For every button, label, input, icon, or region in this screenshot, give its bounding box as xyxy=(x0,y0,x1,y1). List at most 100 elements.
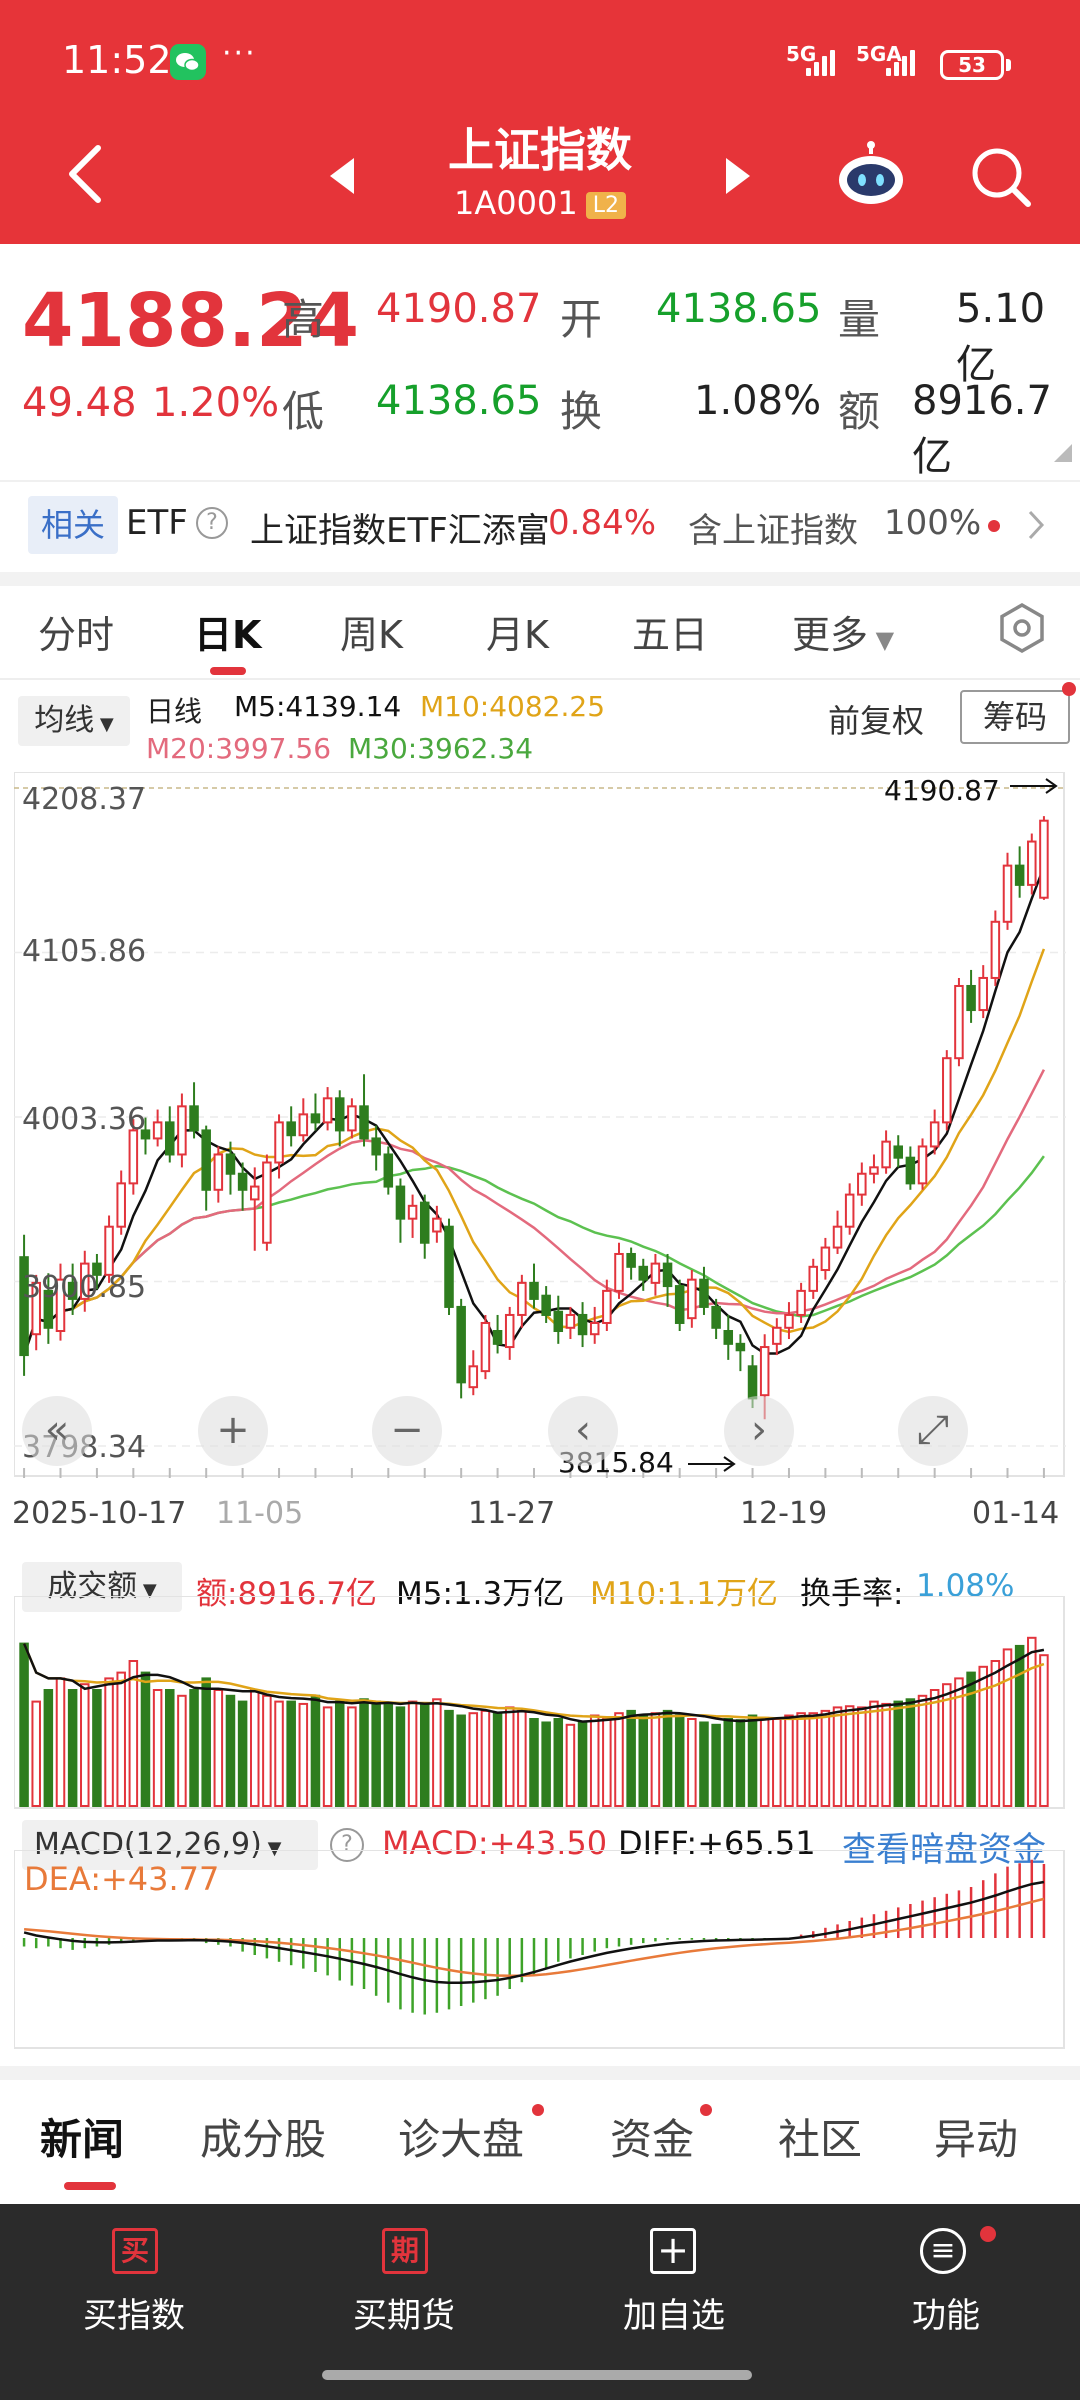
next-index-icon[interactable] xyxy=(726,158,750,194)
low-label: 低 xyxy=(282,387,325,436)
scroll-start-icon[interactable]: « xyxy=(22,1396,92,1466)
expand-corner-icon[interactable] xyxy=(1054,444,1072,462)
tab-constituents[interactable]: 成分股 xyxy=(200,2115,327,2164)
app-header: 11:52 ··· 5G 5GA 53 上证指数 1A0001 L2 xyxy=(0,0,1080,244)
volume-bar xyxy=(759,1716,770,1807)
etf-contains: 含上证指数 xyxy=(688,511,858,551)
help-icon[interactable]: ? xyxy=(196,507,228,539)
search-icon[interactable] xyxy=(968,144,1034,210)
volume-bar xyxy=(237,1700,248,1807)
buy-futures-button[interactable]: 买期货 xyxy=(353,2296,455,2336)
dropdown-icon: ▼ xyxy=(94,714,114,735)
volume-bar xyxy=(942,1683,952,1807)
macd-indicator-select[interactable]: MACD(12,26,9) ▼ xyxy=(22,1820,318,1870)
volume-bar xyxy=(213,1689,224,1807)
y-tick-4: 3900.85 xyxy=(22,1270,147,1305)
kline-chart[interactable] xyxy=(14,772,1066,1478)
volume-bar xyxy=(67,1689,78,1807)
price-change-pct: 1.20% xyxy=(152,380,280,426)
buy-futures-icon[interactable]: 期 xyxy=(382,2228,428,2274)
candle-body xyxy=(67,1281,78,1300)
candle-body xyxy=(201,1129,211,1191)
add-watchlist-button[interactable]: 加自选 xyxy=(623,2296,725,2336)
volume-bar xyxy=(480,1709,491,1807)
candle-body xyxy=(747,1365,758,1400)
volume-bar xyxy=(116,1671,126,1807)
home-indicator xyxy=(322,2370,752,2380)
volume-bar xyxy=(407,1700,418,1807)
robot-assistant-icon[interactable] xyxy=(836,140,906,206)
functions-button[interactable]: 功能 xyxy=(912,2296,980,2336)
tab-more[interactable]: 更多 ▼ xyxy=(792,604,894,659)
candle-body xyxy=(80,1262,90,1300)
chips-button[interactable]: 筹码 xyxy=(960,690,1070,744)
volume-bar xyxy=(189,1689,199,1807)
candle-body xyxy=(881,1140,891,1169)
volume-bar xyxy=(772,1718,782,1807)
diff-line xyxy=(23,1880,1045,1985)
related-etf-bar[interactable] xyxy=(0,480,1080,570)
volume-indicator-select[interactable]: 成交额 ▼ xyxy=(22,1562,182,1612)
functions-icon[interactable]: ≡ xyxy=(920,2228,966,2274)
tab-weekly-k[interactable]: 周K xyxy=(340,613,403,657)
volume-bar xyxy=(310,1694,321,1807)
candle-body xyxy=(43,1289,54,1329)
tab-divider xyxy=(0,678,1080,680)
chevron-right-icon[interactable] xyxy=(1026,508,1046,542)
tab-daily-k[interactable]: 日K xyxy=(194,613,262,657)
tab-funds[interactable]: 资金 xyxy=(610,2115,695,2164)
add-watchlist-icon[interactable]: + xyxy=(650,2228,696,2274)
wechat-icon xyxy=(170,44,206,80)
volume-bar xyxy=(517,1709,527,1807)
more-notifications-icon: ··· xyxy=(222,36,257,71)
macd-help-icon[interactable]: ? xyxy=(330,1828,364,1862)
x-tick-5: 01-14 xyxy=(972,1496,1060,1531)
signal-icon-2 xyxy=(886,44,915,76)
volume-bar xyxy=(55,1677,66,1807)
zoom-out-icon[interactable]: − xyxy=(372,1396,442,1466)
volume-bar xyxy=(711,1723,721,1807)
volume-bar xyxy=(43,1689,54,1807)
etf-name[interactable]: 上证指数ETF汇添富 xyxy=(250,511,550,551)
ma20-line xyxy=(22,1069,1046,1356)
volume-bar xyxy=(808,1712,819,1807)
candle-body xyxy=(517,1281,527,1316)
tab-diagnosis[interactable]: 诊大盘 xyxy=(398,2115,525,2164)
x-tick-3: 11-27 xyxy=(468,1496,556,1531)
amount-value: 8916.7亿 xyxy=(912,378,1052,480)
volume-bar xyxy=(504,1706,515,1807)
candle-body xyxy=(796,1289,806,1316)
volume-bar xyxy=(249,1689,260,1807)
fullscreen-icon[interactable]: ⤢ xyxy=(898,1396,968,1466)
candle-body xyxy=(1002,864,1013,923)
tab-five-day[interactable]: 五日 xyxy=(632,613,709,657)
indicator-select[interactable]: 均线 ▼ xyxy=(18,696,130,746)
adjust-button[interactable]: 前复权 xyxy=(828,702,925,740)
prev-index-icon[interactable] xyxy=(330,158,354,194)
turnover-rate-value: 1.08% xyxy=(916,1568,1015,1604)
index-code-row: 1A0001 L2 xyxy=(0,184,1080,222)
candle-body xyxy=(687,1278,697,1320)
buy-index-icon[interactable]: 买 xyxy=(112,2228,158,2274)
candle-body xyxy=(395,1185,406,1220)
etf-weight: 100% xyxy=(884,503,982,543)
candle-body xyxy=(140,1129,151,1140)
tab-anomaly[interactable]: 异动 xyxy=(934,2115,1019,2164)
zoom-in-icon[interactable]: + xyxy=(198,1396,268,1466)
volume-bar xyxy=(80,1683,90,1807)
scroll-left-icon[interactable]: ‹ xyxy=(548,1396,618,1466)
tab-intraday[interactable]: 分时 xyxy=(38,613,115,657)
news-tab-indicator xyxy=(64,2182,116,2190)
candle-body xyxy=(759,1346,770,1397)
turnover-label: 换 xyxy=(560,387,603,436)
tab-news[interactable]: 新闻 xyxy=(40,2115,125,2164)
tab-community[interactable]: 社区 xyxy=(778,2115,863,2164)
scroll-right-icon[interactable]: › xyxy=(724,1396,794,1466)
back-icon[interactable] xyxy=(66,144,106,204)
volume-bar xyxy=(274,1700,284,1807)
network-5g-label: 5G xyxy=(786,42,817,66)
settings-icon[interactable] xyxy=(996,602,1048,654)
volume-bar xyxy=(1002,1648,1013,1808)
buy-index-button[interactable]: 买指数 xyxy=(83,2296,185,2336)
tab-monthly-k[interactable]: 月K xyxy=(486,613,549,657)
